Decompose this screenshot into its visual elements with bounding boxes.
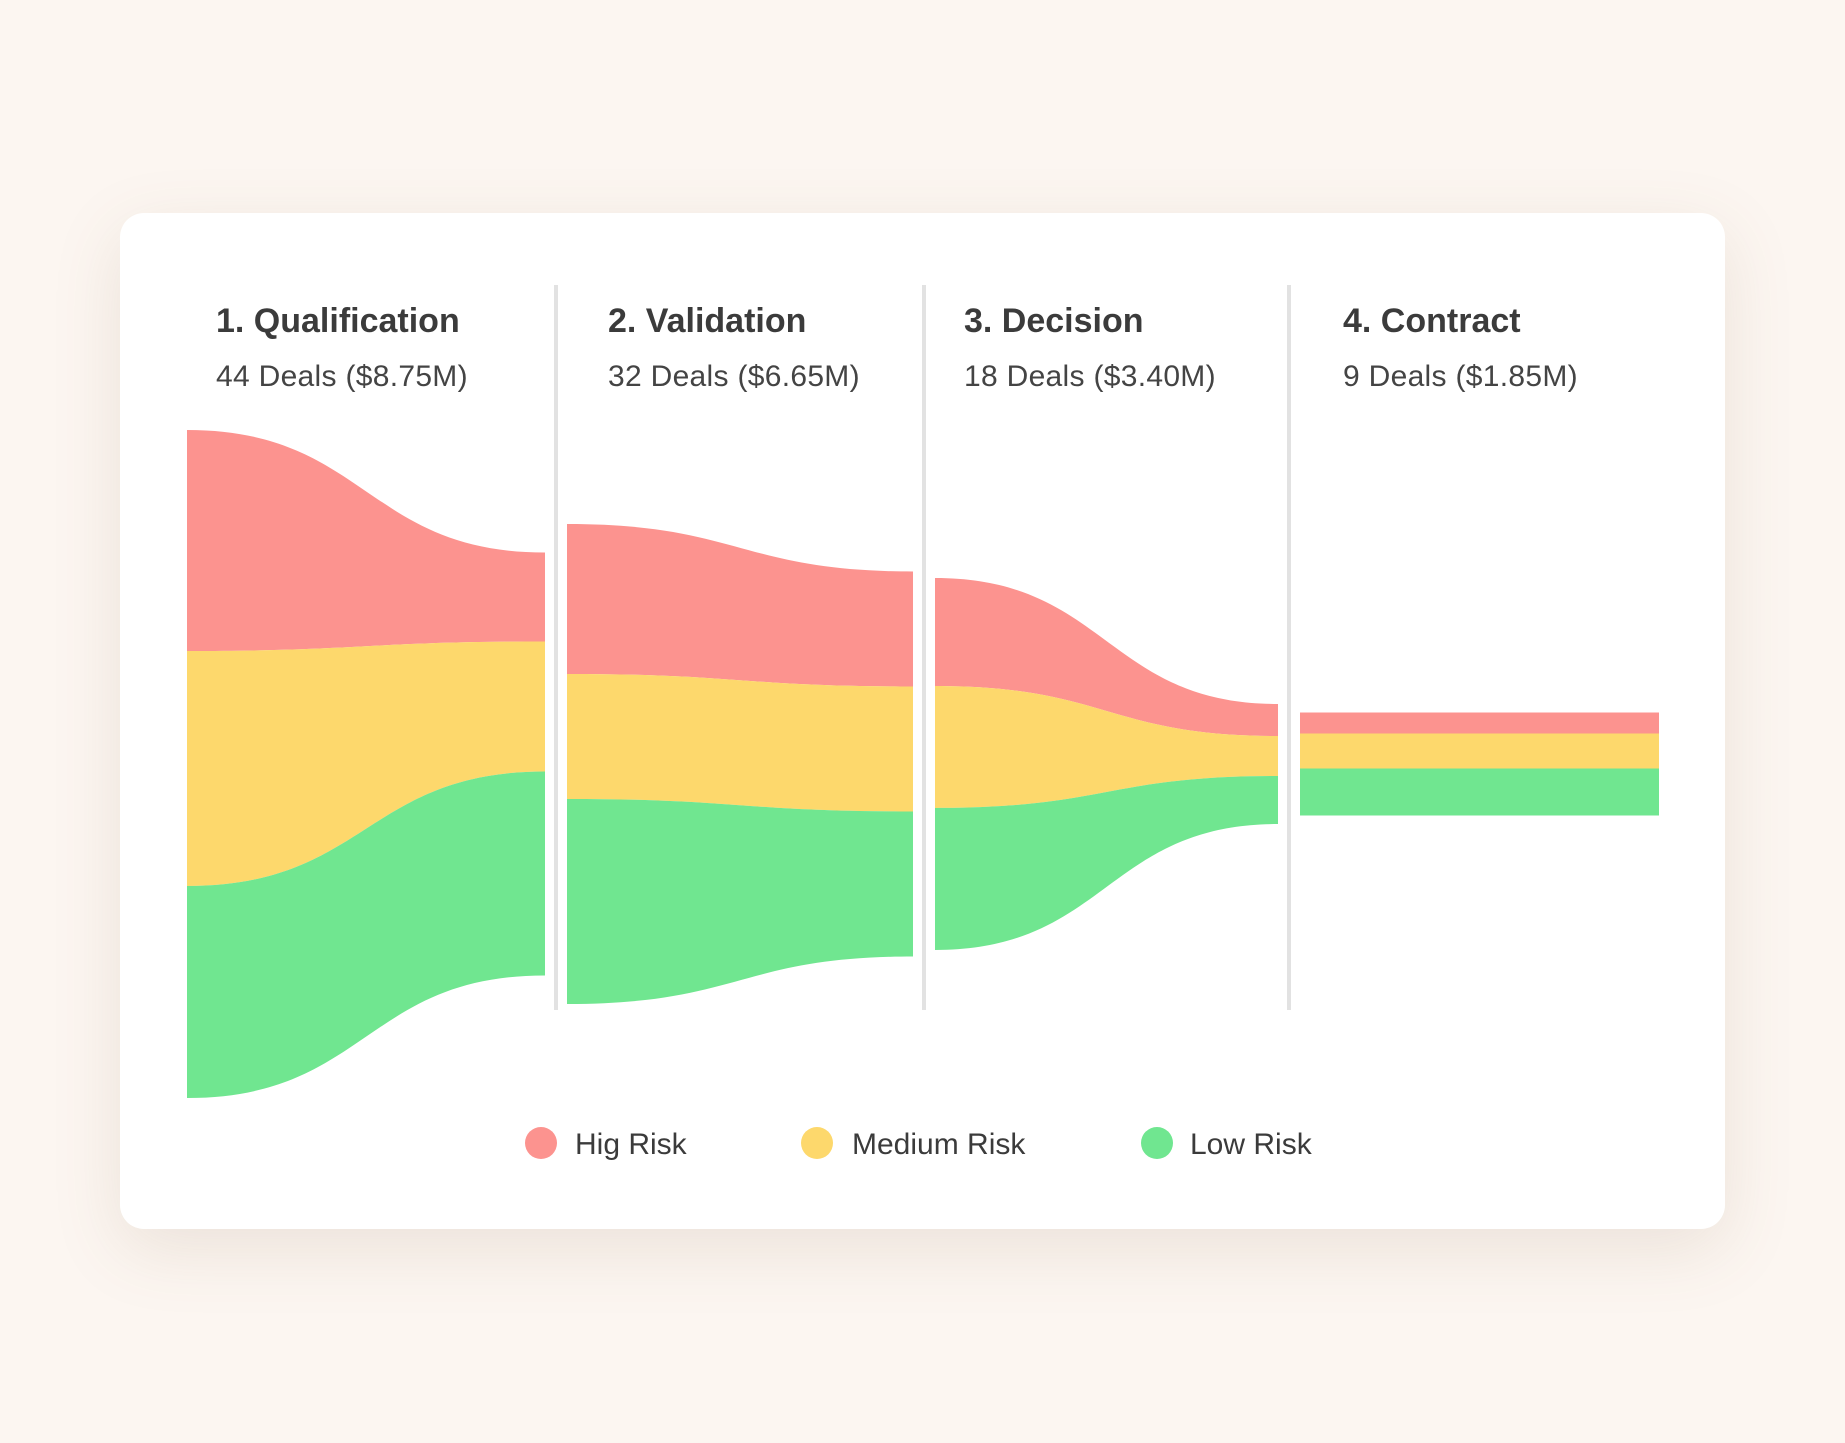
band-stage-3-hig-risk xyxy=(935,578,1278,736)
legend: Hig Risk Medium Risk Low Risk xyxy=(525,1127,1313,1161)
band-stage-1-hig-risk xyxy=(187,430,545,651)
band-stage-2-low-risk xyxy=(567,799,913,1004)
legend-label-medium-risk: Medium Risk xyxy=(852,1128,1026,1161)
stage-divider-1 xyxy=(554,285,558,1010)
legend-label-low-risk: Low Risk xyxy=(1190,1128,1313,1161)
band-stage-2-medium-risk xyxy=(567,674,913,812)
band-stage-4-low-risk xyxy=(1300,768,1659,816)
legend-swatch-low-risk xyxy=(1141,1127,1173,1159)
legend-label-hig-risk: Hig Risk xyxy=(575,1128,688,1161)
band-stage-2-hig-risk xyxy=(567,524,913,687)
stage-headers: 1. Qualification 44 Deals ($8.75M) 2. Vali… xyxy=(216,302,1578,393)
stage-title-4: 4. Contract xyxy=(1343,302,1521,340)
stage-divider-3 xyxy=(1287,285,1291,1010)
funnel-bands xyxy=(187,430,1659,1098)
band-stage-4-hig-risk xyxy=(1300,712,1659,734)
stage-subtitle-3: 18 Deals ($3.40M) xyxy=(964,360,1216,393)
band-stage-3-low-risk xyxy=(935,776,1278,950)
band-stage-3-medium-risk xyxy=(935,686,1278,808)
legend-swatch-medium-risk xyxy=(801,1127,833,1159)
stage-title-2: 2. Validation xyxy=(608,302,806,340)
stage-subtitle-1: 44 Deals ($8.75M) xyxy=(216,360,468,393)
stage-dividers xyxy=(554,285,1291,1010)
stage-title-1: 1. Qualification xyxy=(216,302,460,340)
band-stage-1-low-risk xyxy=(187,771,545,1098)
stage-title-3: 3. Decision xyxy=(964,302,1144,340)
band-stage-4-medium-risk xyxy=(1300,733,1659,769)
legend-swatch-hig-risk xyxy=(525,1127,557,1159)
stage-subtitle-2: 32 Deals ($6.65M) xyxy=(608,360,860,393)
stage-subtitle-4: 9 Deals ($1.85M) xyxy=(1343,360,1578,393)
band-stage-1-medium-risk xyxy=(187,641,545,886)
stage-divider-2 xyxy=(922,285,926,1010)
